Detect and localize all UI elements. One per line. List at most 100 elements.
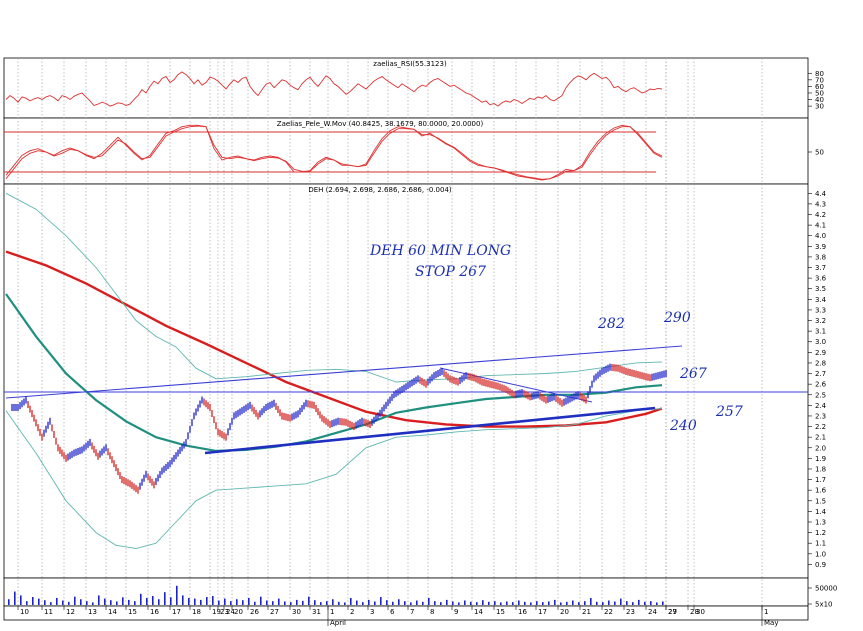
price-y-axis: 4.4 4.3 4.2 4.1 4.0 3.9 3.8 3.7 3.6 3.5 3.4 3.3 3.2 3… (808, 190, 827, 569)
volume-bar-23 (146, 597, 148, 605)
volume-bar-11 (74, 596, 76, 605)
price-line-3 (5, 408, 663, 549)
level-label-282: 282 (597, 316, 625, 332)
xtick-label-36: 30 (696, 608, 705, 616)
ytick-label-2-25: 1.9 (815, 455, 826, 463)
volume-bar-103 (626, 601, 628, 605)
volume-bar-33 (206, 597, 208, 605)
xtick-label-23: 9 (454, 608, 458, 616)
volume-bar-77 (470, 601, 472, 605)
ytick-label-2-9: 3.5 (815, 285, 826, 293)
volume-bar-26 (164, 592, 166, 605)
ytick-label-2-6: 3.8 (815, 253, 826, 261)
volume-bar-39 (242, 600, 244, 605)
xtick-label-1: 11 (44, 608, 53, 616)
rsi-line-0 (5, 71, 663, 107)
volume-bar-9 (62, 600, 64, 605)
price-line-2 (5, 192, 663, 383)
volume-bar-59 (362, 602, 364, 605)
ytick-label-2-22: 2.2 (815, 423, 826, 431)
ytick-label-2-14: 3.0 (815, 338, 826, 346)
volume-bar-51 (314, 600, 316, 605)
ytick-label-3-1: 5x10 (815, 601, 833, 609)
volume-bar-69 (422, 601, 424, 605)
volume-bar-12 (80, 599, 82, 605)
volume-bar-30 (188, 597, 190, 605)
volume-bar-79 (482, 600, 484, 605)
volume-bar-105 (638, 599, 640, 605)
volume-bar-100 (608, 600, 610, 605)
volume-bar-46 (284, 601, 286, 605)
volume-bar-0 (8, 599, 10, 605)
note-line-1: DEH 60 MIN LONG (369, 243, 511, 259)
volume-bar-73 (446, 599, 448, 605)
xtick-label-2: 12 (66, 608, 75, 616)
xtick-label-32: 24 (648, 608, 657, 616)
xtick-label-3: 13 (88, 608, 97, 616)
ytick-label-3-0: 50000 (815, 585, 837, 593)
xtick-label-25: 15 (496, 608, 505, 616)
volume-bar-65 (398, 599, 400, 605)
volume-bar-70 (428, 597, 430, 605)
volume-bars (8, 585, 664, 605)
volume-bar-64 (392, 601, 394, 605)
volume-bar-6 (44, 600, 46, 605)
xtick-label-15: 30 (292, 608, 301, 616)
volume-bar-42 (260, 596, 262, 605)
wmov-series (5, 124, 663, 181)
volume-bar-18 (116, 601, 118, 605)
volume-bar-74 (452, 601, 454, 605)
mid-trendline (439, 367, 593, 403)
volume-bar-13 (86, 601, 88, 605)
ytick-label-0-3: 50 (815, 89, 824, 97)
ytick-label-2-20: 2.4 (815, 402, 827, 410)
upper-trendline (5, 345, 683, 399)
volume-bar-96 (584, 601, 586, 605)
volume-bar-55 (338, 601, 340, 605)
volume-bar-57 (350, 597, 352, 605)
volume-bar-108 (656, 602, 658, 605)
xtick-label-37: 1 (764, 608, 768, 616)
month-label-0: April (330, 619, 346, 627)
volume-bar-19 (122, 597, 124, 605)
volume-bar-78 (476, 602, 478, 605)
volume-bar-1 (14, 591, 16, 605)
volume-bar-47 (290, 602, 292, 605)
xtick-label-10: 20 (234, 608, 243, 616)
ytick-label-2-3: 4.1 (815, 222, 826, 230)
ytick-label-2-19: 2.5 (815, 391, 826, 399)
volume-bar-62 (380, 597, 382, 605)
ytick-label-2-21: 2.3 (815, 412, 826, 420)
volume-bar-37 (230, 601, 232, 605)
wmov-y-axis: 50 (808, 149, 824, 157)
ytick-label-2-27: 1.7 (815, 476, 826, 484)
volume-bar-45 (278, 598, 280, 605)
ytick-label-2-13: 3.1 (815, 328, 826, 336)
xtick-label-7: 17 (172, 608, 181, 616)
volume-bar-38 (236, 599, 238, 605)
volume-bar-81 (494, 601, 496, 605)
ytick-label-2-8: 3.6 (815, 275, 827, 283)
volume-bar-90 (548, 601, 550, 605)
volume-bar-83 (506, 601, 508, 605)
xtick-label-6: 16 (150, 608, 159, 616)
wmov-line-1 (5, 125, 663, 180)
volume-bar-8 (56, 597, 58, 605)
ytick-label-2-31: 1.3 (815, 518, 826, 526)
volume-bar-34 (212, 596, 214, 605)
wmov-level-lines (4, 131, 656, 173)
xtick-label-12: 24 (226, 608, 235, 616)
volume-bar-84 (512, 602, 514, 605)
ytick-label-2-17: 2.7 (815, 370, 826, 378)
ytick-label-2-4: 4.0 (815, 232, 826, 240)
volume-bar-48 (296, 599, 298, 605)
xtick-label-9: 19 (212, 608, 221, 616)
volume-bar-49 (302, 600, 304, 605)
ytick-label-2-7: 3.7 (815, 264, 826, 272)
xtick-label-28: 20 (560, 608, 569, 616)
volume-bar-63 (386, 600, 388, 605)
volume-bar-95 (578, 602, 580, 605)
ytick-label-2-12: 3.2 (815, 317, 826, 325)
